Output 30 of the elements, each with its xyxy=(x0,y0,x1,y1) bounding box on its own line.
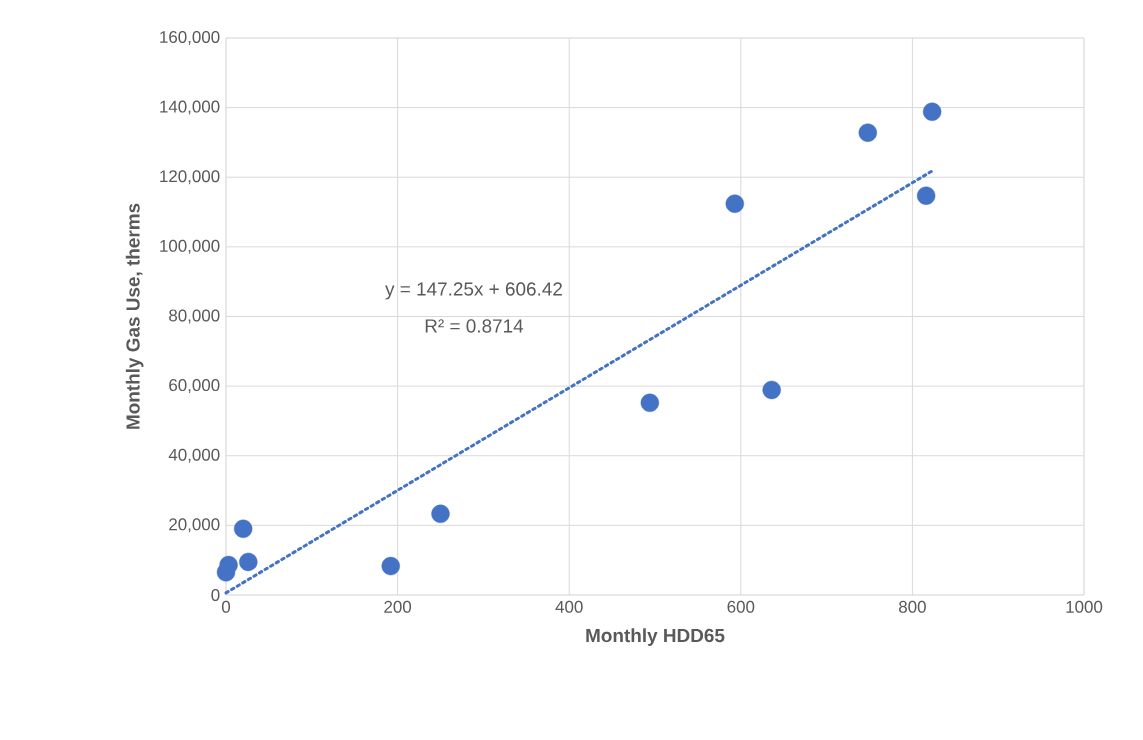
point xyxy=(219,555,238,575)
point xyxy=(233,519,253,539)
point xyxy=(239,552,258,572)
y-axis-title: Monthly Gas Use, therms xyxy=(125,203,144,429)
point xyxy=(858,123,877,142)
y-tick-label: 160,000 xyxy=(160,30,220,45)
x-tick-label: 1000 xyxy=(1066,600,1103,613)
x-tick-label: 400 xyxy=(555,600,583,613)
y-tick-label: 80,000 xyxy=(169,309,220,324)
y-tick-label: 40,000 xyxy=(168,448,220,463)
x-tick-label: 800 xyxy=(899,600,926,613)
x-tick-label: 600 xyxy=(727,600,755,613)
y-tick-label: 20,000 xyxy=(169,518,220,533)
y-tick-label: 60,000 xyxy=(169,379,220,394)
point xyxy=(381,556,400,576)
y-tick-label: 100,000 xyxy=(160,239,220,254)
point xyxy=(922,102,942,121)
y-tick-label: 140,000 xyxy=(160,100,220,115)
annotation: R² = 0.8714 xyxy=(425,319,524,333)
x-tick-label: 0 xyxy=(221,600,231,613)
y-tick-label: 120,000 xyxy=(160,170,220,185)
y-tick-label: 0 xyxy=(211,588,220,601)
point xyxy=(916,186,936,205)
point xyxy=(762,380,781,400)
point xyxy=(725,194,744,213)
annotation: y = 147.25x + 606.42 xyxy=(385,282,562,300)
x-axis-title: Monthly HDD65 xyxy=(586,628,725,646)
x-tick-label: 200 xyxy=(384,600,412,613)
point xyxy=(640,393,660,413)
point xyxy=(431,504,450,524)
